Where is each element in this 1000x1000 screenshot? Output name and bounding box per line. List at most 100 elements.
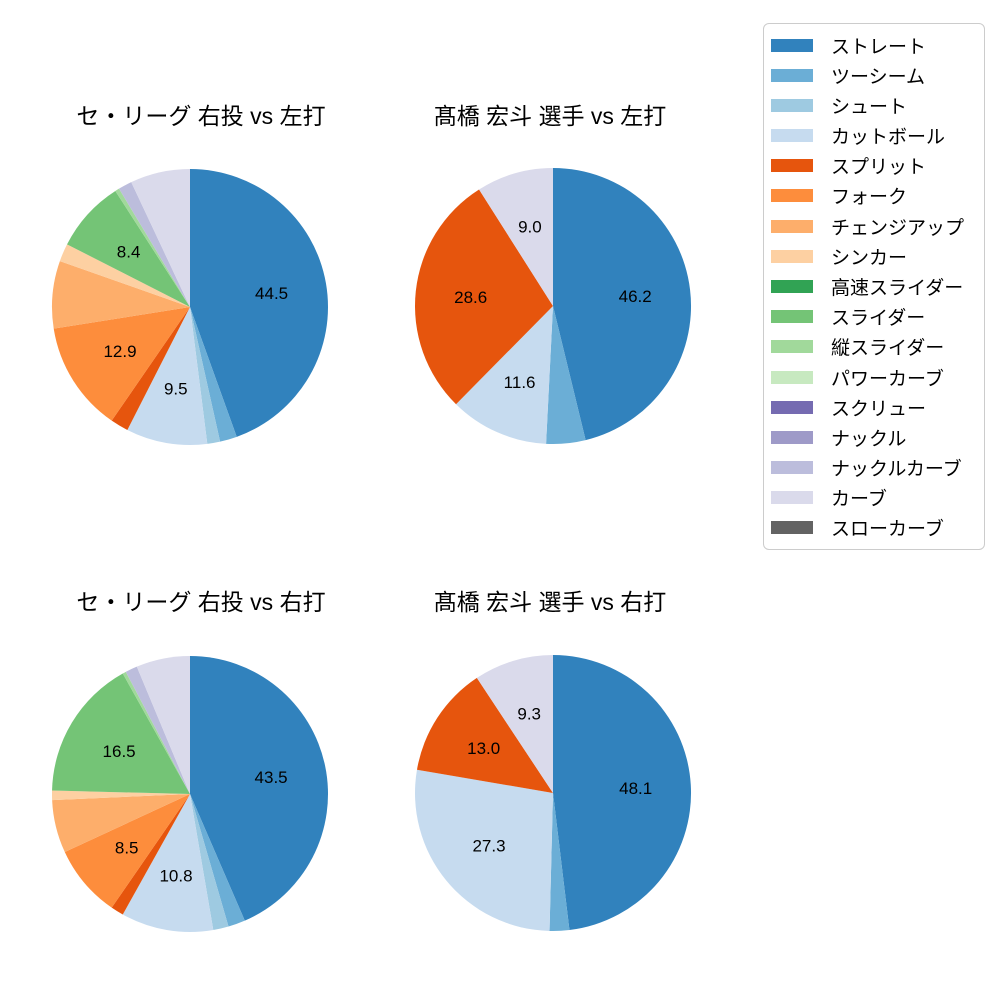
pie-slice-3-スプリット — [414, 189, 553, 405]
pie-slice-1-ツーシーム — [190, 307, 237, 442]
pie-slice-3-カットボール — [127, 307, 208, 445]
legend-item-スライダー: スライダー — [764, 302, 984, 332]
legend-label: チェンジアップ — [831, 217, 965, 239]
legend-item-ナックルカーブ: ナックルカーブ — [764, 452, 984, 482]
legend-label: シンカー — [831, 247, 908, 269]
pie-slice-6-チェンジアップ — [52, 794, 190, 852]
pie-slice-2-カットボール — [456, 306, 553, 444]
legend-label: 縦スライダー — [831, 338, 945, 360]
legend-swatch-icon — [771, 38, 813, 52]
pie-slice-2-シュート — [190, 307, 221, 444]
legend-label: フォーク — [831, 187, 908, 209]
legend: ストレートツーシームシュートカットボール スプリットフォークチェンジアップ シンカー… — [763, 23, 985, 550]
pie-slice-0-ストレート — [190, 656, 329, 921]
pie-slice-4-カーブ — [479, 168, 553, 306]
pie-slice-10-ナックルカーブ — [125, 666, 190, 794]
pie-slice-4-スプリット — [111, 794, 190, 915]
pie-slice-6-チェンジアップ — [52, 261, 191, 329]
legend-swatch-icon — [771, 98, 813, 112]
pie-chart-league-vs-right: 43.5 10.8 8.5 16.5 — [51, 656, 329, 933]
legend-label: スクリュー — [831, 398, 927, 420]
pie-slice-2-カットボール — [414, 769, 553, 931]
pie-slice-5-フォーク — [53, 307, 191, 421]
legend-item-カットボール: カットボール — [764, 121, 984, 151]
pie-slice-7-シンカー — [51, 790, 190, 801]
pie-slice-3-スプリット — [416, 677, 553, 793]
legend-item-高速スライダー: 高速スライダー — [764, 271, 984, 301]
legend-label: ツーシーム — [831, 66, 926, 88]
pie-value-label-スプリット: 28.6 — [454, 288, 487, 307]
pie-value-label-ストレート: 43.5 — [255, 768, 288, 787]
pie-slice-3-カットボール — [122, 794, 214, 933]
legend-label: スライダー — [831, 308, 926, 330]
legend-swatch-icon — [771, 461, 813, 475]
pie-value-label-カットボール: 9.5 — [164, 380, 188, 399]
pie-slice-11-カーブ — [136, 656, 190, 794]
pie-slice-1-ツーシーム — [546, 306, 586, 445]
legend-item-フォーク: フォーク — [764, 181, 984, 211]
pie-value-label-ストレート: 44.5 — [255, 284, 288, 303]
legend-label: 高速スライダー — [831, 277, 964, 299]
pie-chart-takahashi-vs-right: 48.1 27.3 13.0 9.3 — [414, 655, 692, 932]
legend-swatch-icon — [771, 340, 813, 354]
pie-value-label-スプリット: 13.0 — [467, 739, 500, 758]
pie-slice-1-ツーシーム — [190, 794, 245, 927]
pie-chart-league-vs-left: 44.5 9.5 12.9 8.4 — [52, 169, 328, 445]
legend-label: ナックル — [831, 428, 907, 450]
legend-swatch-icon — [771, 310, 813, 324]
legend-swatch-icon — [771, 430, 813, 444]
legend-swatch-icon — [771, 370, 813, 384]
pie-slice-0-ストレート — [553, 655, 692, 931]
pie-value-label-スライダー: 8.4 — [117, 242, 141, 261]
pie-value-label-フォーク: 12.9 — [103, 342, 136, 361]
legend-swatch-icon — [771, 68, 813, 82]
pie-value-label-ストレート: 48.1 — [619, 779, 652, 798]
legend-label: カットボール — [831, 127, 946, 149]
pie-slice-0-ストレート — [553, 168, 692, 441]
pie-slice-8-スライダー — [52, 673, 190, 794]
legend-swatch-icon — [771, 249, 813, 263]
legend-item-カーブ: カーブ — [764, 483, 984, 513]
pie-slice-7-シンカー — [59, 244, 191, 307]
legend-label: スローカーブ — [831, 519, 944, 541]
pie-value-label-カットボール: 11.6 — [504, 373, 536, 392]
legend-item-ストレート: ストレート — [764, 30, 984, 60]
pie-slice-4-スプリット — [111, 307, 190, 430]
legend-item-スプリット: スプリット — [764, 151, 984, 181]
legend-swatch-icon — [771, 159, 813, 173]
pie-slice-5-フォーク — [64, 794, 190, 908]
legend-swatch-icon — [771, 129, 813, 143]
pie-value-label-カットボール: 27.3 — [472, 837, 505, 856]
legend-item-シンカー: シンカー — [764, 241, 984, 271]
pie-slice-4-カーブ — [476, 655, 553, 793]
legend-item-縦スライダー: 縦スライダー — [764, 332, 984, 362]
pie-value-label-カーブ: 9.3 — [517, 705, 541, 724]
legend-item-ナックル: ナックル — [764, 422, 984, 452]
pie-slice-2-シュート — [190, 794, 229, 931]
legend-swatch-icon — [771, 219, 813, 233]
pie-title-league-vs-right: セ・リーグ 右投 vs 右打 — [76, 589, 326, 615]
pie-title-takahashi-vs-right: 髙橋 宏斗 選手 vs 右打 — [433, 589, 667, 615]
pie-value-label-カーブ: 9.0 — [518, 217, 542, 236]
legend-label: ナックルカーブ — [831, 459, 962, 481]
legend-item-パワーカーブ: パワーカーブ — [764, 362, 984, 392]
pie-chart-takahashi-vs-left: 46.2 11.6 28.6 9.0 — [414, 168, 692, 445]
legend-item-チェンジアップ: チェンジアップ — [764, 211, 984, 241]
legend-item-シュート: シュート — [764, 90, 984, 120]
pie-title-league-vs-left: セ・リーグ 右投 vs 左打 — [76, 103, 326, 129]
pie-value-label-スライダー: 16.5 — [103, 742, 136, 761]
legend-swatch-icon — [771, 491, 813, 505]
pie-value-label-ストレート: 46.2 — [619, 287, 652, 306]
legend-label: カーブ — [831, 489, 887, 511]
pie-slice-9-縦スライダー — [122, 671, 190, 794]
pie-slice-8-スライダー — [67, 190, 190, 307]
pie-slice-10-ナックルカーブ — [119, 182, 190, 307]
pie-slice-1-ツーシーム — [549, 793, 570, 932]
legend-label: シュート — [831, 96, 908, 118]
pie-value-label-カットボール: 10.8 — [159, 867, 192, 886]
legend-label: パワーカーブ — [831, 368, 944, 390]
legend-item-スクリュー: スクリュー — [764, 392, 984, 422]
legend-swatch-icon — [771, 400, 813, 414]
legend-swatch-icon — [771, 279, 813, 293]
